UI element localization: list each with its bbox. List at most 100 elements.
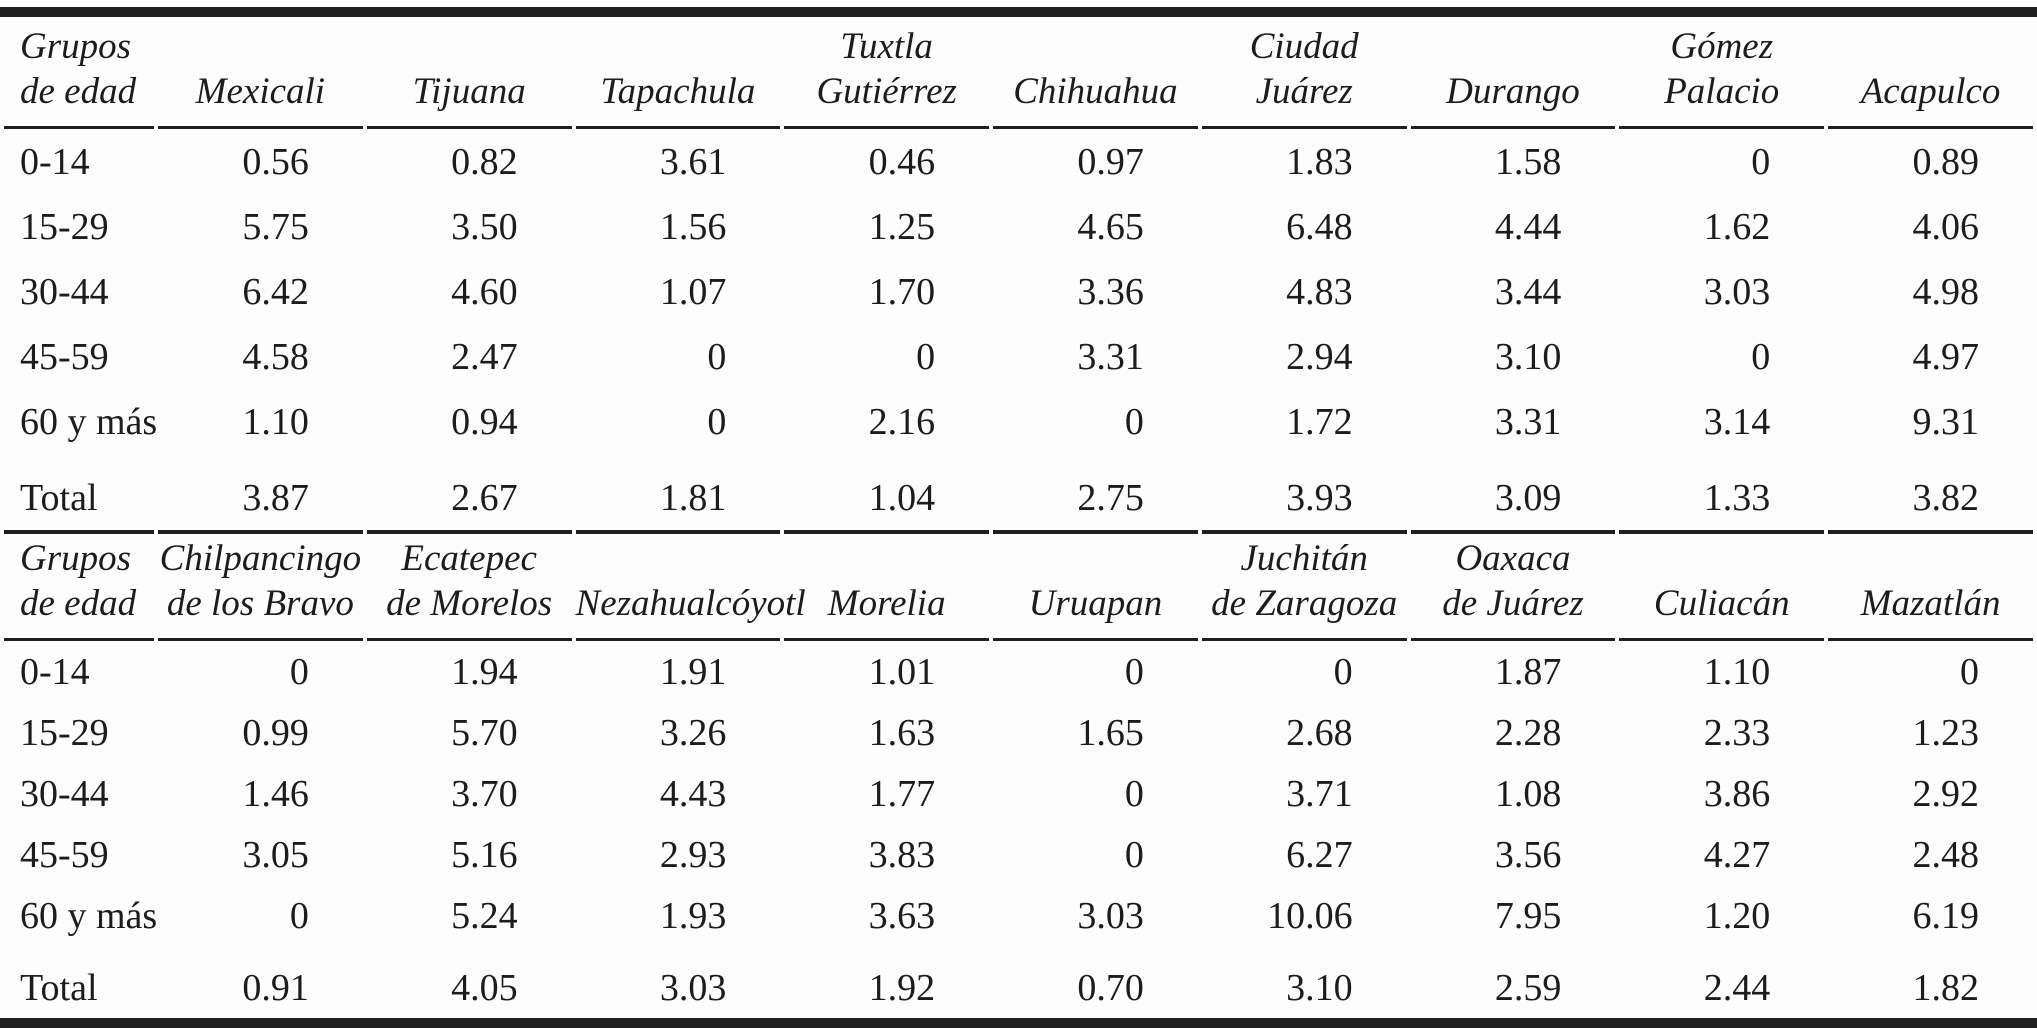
table-cell: 0 <box>1202 641 1407 702</box>
table-cell: 6.27 <box>1202 824 1407 885</box>
total-row: Total 0.91 4.05 3.03 1.92 0.70 3.10 2.59 2.44 1.8… <box>4 946 2033 1018</box>
cell-value: 3.03 <box>659 966 727 1009</box>
cell-value: 6.42 <box>242 270 309 313</box>
header-row: Grupos de edad Mexicali Tijuana Tapachula Tux… <box>4 17 2033 129</box>
row-label: 45-59 <box>20 335 109 378</box>
row-label: 30-44 <box>20 270 109 313</box>
table-cell: 4.05 <box>367 946 572 1018</box>
table-cell: 0 <box>1828 641 2033 702</box>
table-cell: 2.47 <box>367 324 572 389</box>
table-cell: 0 <box>1619 324 1824 389</box>
table-row: 0-14 0 1.94 1.91 1.01 0 0 1.87 1.10 0 <box>4 641 2033 702</box>
table-cell: 3.71 <box>1202 763 1407 824</box>
cell-value: 3.44 <box>1494 270 1562 313</box>
cell-value: 0 <box>1124 833 1144 876</box>
column-header-line2: Tapachula <box>600 70 756 112</box>
table-cell: 1.72 <box>1202 389 1407 454</box>
table-cell: 5.75 <box>158 194 363 259</box>
cell-value: 0 <box>707 335 727 378</box>
cell-value: 1.72 <box>1286 400 1353 443</box>
row-label: 0-14 <box>20 650 90 693</box>
table-cell: 3.10 <box>1411 324 1616 389</box>
cell-value: 0.99 <box>242 711 309 754</box>
table-cell: 9.31 <box>1828 389 2033 454</box>
cell-value: 1.63 <box>868 711 936 754</box>
cell-value: 1.25 <box>868 205 936 248</box>
row-label-column-header: Grupos de edad <box>4 530 154 641</box>
column-header-line2: de Juárez <box>1442 582 1584 624</box>
table-cell: 5.24 <box>367 885 572 946</box>
cell-value: 3.61 <box>659 140 727 183</box>
table-cell: 3.31 <box>993 324 1198 389</box>
cell-value: 1.01 <box>868 650 936 693</box>
cell-value: 1.81 <box>659 476 727 519</box>
cell-value: 3.63 <box>868 894 936 937</box>
table-cell: 1.81 <box>576 454 781 530</box>
table-cell: 1.10 <box>158 389 363 454</box>
table-row: 30-44 1.46 3.70 4.43 1.77 0 3.71 1.08 3.86 2.92 <box>4 763 2033 824</box>
table-cell: 2.59 <box>1411 946 1616 1018</box>
cell-value: 4.83 <box>1286 270 1353 313</box>
city-column-header: Mazatlán <box>1828 530 2033 641</box>
cell-value: 4.58 <box>242 335 309 378</box>
age-group-city-table-1: Grupos de edad Mexicali Tijuana Tapachula Tux… <box>0 17 2037 530</box>
table-cell: 0 <box>576 324 781 389</box>
column-header-line2: Chihuahua <box>1013 70 1178 112</box>
table-cell: 0.89 <box>1828 129 2033 194</box>
table-cell: 1.93 <box>576 885 781 946</box>
table-row: 60 y más 0 5.24 1.93 3.63 3.03 10.06 7.95 1.20 6.… <box>4 885 2033 946</box>
table-cell: 2.16 <box>784 389 989 454</box>
table-cell: 0 <box>158 641 363 702</box>
cell-value: 0.94 <box>451 400 518 443</box>
table-row: 15-29 0.99 5.70 3.26 1.63 1.65 2.68 2.28 2.33 1.2… <box>4 702 2033 763</box>
table-cell: 1.33 <box>1619 454 1824 530</box>
table-cell: 3.63 <box>784 885 989 946</box>
table-cell: 2.33 <box>1619 702 1824 763</box>
city-column-header: Gómez Palacio <box>1619 17 1825 129</box>
cell-value: 1.65 <box>1077 711 1144 754</box>
cell-value: 0.97 <box>1077 140 1144 183</box>
table-cell: 2.75 <box>993 454 1198 530</box>
cell-value: 0 <box>289 894 309 937</box>
table-cell: 3.86 <box>1619 763 1824 824</box>
cell-value: 0 <box>1960 650 1979 693</box>
table-cell: 1.87 <box>1411 641 1616 702</box>
column-header-line1: Grupos <box>20 537 132 579</box>
column-header-line2: de Zaragoza <box>1211 582 1398 624</box>
cell-value: 0.82 <box>451 140 518 183</box>
cell-value: 3.31 <box>1494 400 1562 443</box>
column-header-line2: Morelia <box>827 582 946 624</box>
column-header-line2: Durango <box>1446 70 1580 112</box>
table-cell: 3.03 <box>993 885 1198 946</box>
table-cell: 1.63 <box>784 702 989 763</box>
cell-value: 0.70 <box>1077 966 1144 1009</box>
header-row: Grupos de edad Chilpancingo de los Bravo Eca… <box>4 530 2033 641</box>
row-label: 0-14 <box>20 140 90 183</box>
cell-value: 0 <box>1751 140 1771 183</box>
cell-value: 7.95 <box>1494 894 1562 937</box>
age-group-city-table-2: Grupos de edad Chilpancingo de los Bravo Eca… <box>0 530 2037 1018</box>
city-column-header: Juchitán de Zaragoza <box>1201 530 1407 641</box>
table-cell: 0 <box>576 389 781 454</box>
table-cell: 3.44 <box>1411 259 1616 324</box>
cell-value: 1.82 <box>1912 966 1980 1009</box>
cell-value: 2.68 <box>1286 711 1353 754</box>
column-header-line2: Mexicali <box>195 70 326 112</box>
cell-value: 0 <box>916 335 936 378</box>
cell-value: 1.87 <box>1494 650 1562 693</box>
cell-value: 3.26 <box>659 711 727 754</box>
cell-value: 3.31 <box>1077 335 1144 378</box>
row-label: 15-29 <box>20 711 109 754</box>
table-cell: 4.43 <box>576 763 781 824</box>
table-cell: 0.91 <box>158 946 363 1018</box>
cell-value: 4.98 <box>1912 270 1980 313</box>
cell-value: 3.14 <box>1703 400 1771 443</box>
table-cell: 1.92 <box>784 946 989 1018</box>
cell-value: 0.91 <box>242 966 309 1009</box>
table-cell: 4.83 <box>1202 259 1407 324</box>
table-cell: 7.95 <box>1411 885 1616 946</box>
table-cell: 1.20 <box>1619 885 1824 946</box>
column-header-line1: Chilpancingo <box>159 537 362 579</box>
table-cell: 3.09 <box>1411 454 1616 530</box>
cell-value: 4.27 <box>1703 833 1771 876</box>
